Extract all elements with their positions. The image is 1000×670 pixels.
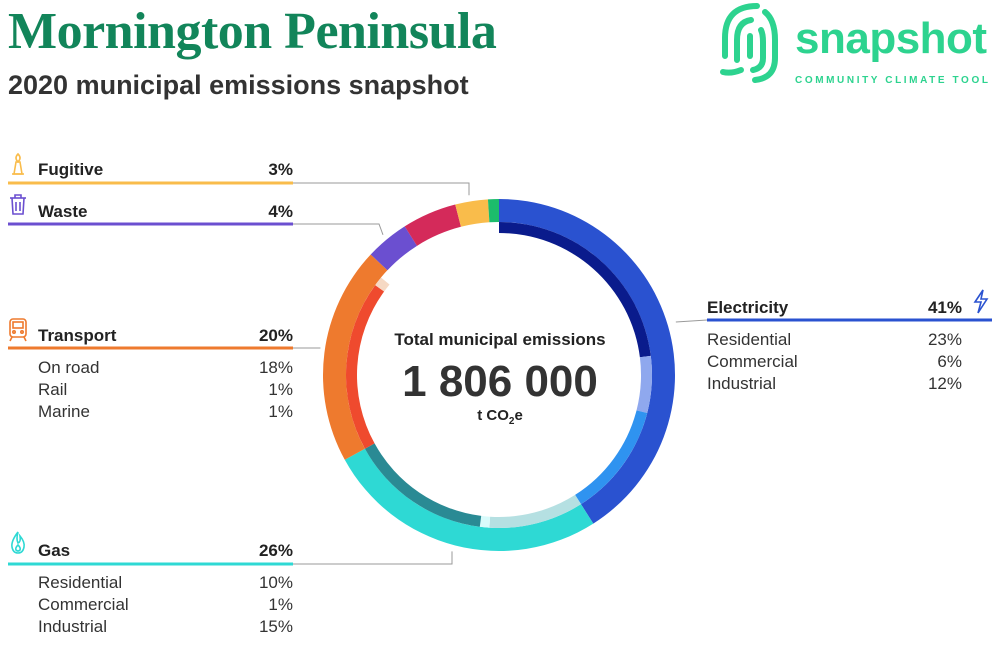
fugitive-icon bbox=[12, 152, 24, 175]
logo-wordmark: snapshot bbox=[795, 14, 987, 63]
logo-tagline: COMMUNITY CLIMATE TOOL bbox=[795, 75, 991, 86]
electricity-value: 41% bbox=[928, 298, 962, 317]
snapshot-logo[interactable]: snapshot COMMUNITY CLIMATE TOOL bbox=[715, 0, 1000, 92]
electricity-commercial-label: Commercial bbox=[707, 352, 798, 371]
gas-industrial-segment bbox=[364, 443, 482, 527]
transport-on-road-label: On road bbox=[38, 358, 99, 377]
transport-rail-value: 1% bbox=[268, 380, 293, 399]
flame-icon bbox=[11, 531, 25, 554]
fingerprint-logo-icon bbox=[720, 3, 778, 83]
electricity-commercial-value: 6% bbox=[937, 352, 962, 371]
transport-rail-label: Rail bbox=[38, 380, 67, 399]
gas-commercial-value: 1% bbox=[268, 595, 293, 614]
electricity-callout-line bbox=[675, 319, 708, 323]
gas-residential-segment bbox=[489, 494, 581, 528]
electricity-residential-label: Residential bbox=[707, 330, 791, 349]
other-segment bbox=[404, 204, 461, 246]
electricity-residential-segment bbox=[499, 222, 651, 358]
center-caption: Total municipal emissions bbox=[394, 330, 605, 349]
fugitive-segment bbox=[455, 199, 490, 227]
gas-segment bbox=[344, 448, 594, 552]
callout-lines bbox=[293, 182, 708, 565]
waste-label: Waste bbox=[38, 202, 87, 221]
transport-value: 20% bbox=[259, 326, 293, 345]
center-unit: t CO2e bbox=[477, 407, 523, 427]
gas-residential-value: 10% bbox=[259, 573, 293, 592]
gas-industrial-label: Industrial bbox=[38, 617, 107, 636]
transport-marine-label: Marine bbox=[38, 402, 90, 421]
page-subtitle: 2020 municipal emissions snapshot bbox=[8, 70, 469, 100]
donut-rings bbox=[323, 199, 676, 552]
bin-icon bbox=[10, 194, 26, 215]
waste-value: 4% bbox=[268, 202, 293, 221]
gas-industrial-value: 15% bbox=[259, 617, 293, 636]
gas-commercial-segment bbox=[479, 515, 491, 528]
transport-rail-segment bbox=[375, 277, 390, 292]
transport-marine-value: 1% bbox=[268, 402, 293, 421]
gas-callout-line bbox=[293, 551, 453, 565]
fugitive-callout-line bbox=[293, 182, 470, 196]
fugitive-value: 3% bbox=[268, 160, 293, 179]
electricity-commercial-segment bbox=[636, 355, 653, 414]
transport-label: Transport bbox=[38, 326, 117, 345]
fugitive-label: Fugitive bbox=[38, 160, 103, 179]
waste-callout-line bbox=[293, 223, 384, 235]
waste-segment bbox=[370, 226, 418, 271]
gas-value: 26% bbox=[259, 541, 293, 560]
electricity-segment bbox=[499, 199, 676, 524]
transport-on-road-value: 18% bbox=[259, 358, 293, 377]
agriculture-segment bbox=[487, 199, 499, 223]
train-icon bbox=[9, 318, 27, 342]
electricity-industrial-label: Industrial bbox=[707, 374, 776, 393]
gas-residential-label: Residential bbox=[38, 573, 122, 592]
electricity-residential-value: 23% bbox=[928, 330, 962, 349]
transport-segment bbox=[323, 254, 388, 460]
lightning-icon bbox=[973, 289, 989, 314]
electricity-label: Electricity bbox=[707, 298, 789, 317]
transport-on-road-segment bbox=[346, 285, 385, 449]
transport-marine-segment bbox=[381, 270, 396, 285]
electricity-industrial-value: 12% bbox=[928, 374, 962, 393]
page-title: Mornington Peninsula bbox=[8, 3, 497, 60]
center-total: 1 806 000 bbox=[402, 357, 598, 406]
gas-commercial-label: Commercial bbox=[38, 595, 129, 614]
electricity-industrial-segment bbox=[575, 410, 648, 505]
gas-label: Gas bbox=[38, 541, 70, 560]
